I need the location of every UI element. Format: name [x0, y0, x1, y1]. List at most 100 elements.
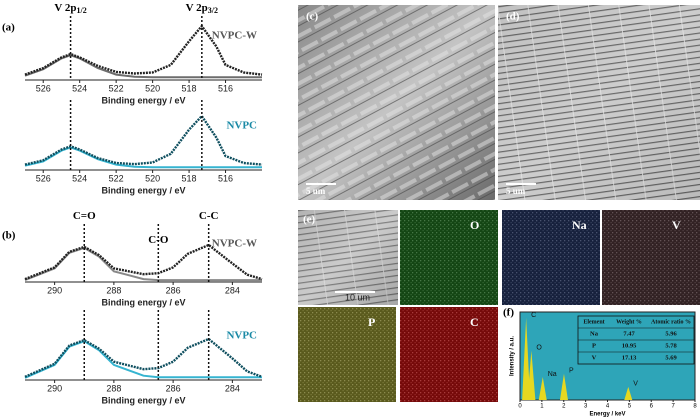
- sem-texture: [298, 210, 398, 305]
- fit-component: [24, 146, 262, 169]
- table-cell: V: [592, 354, 597, 361]
- peak-label: C-O: [148, 234, 169, 246]
- x-tick-label: 518: [182, 173, 197, 183]
- eds-peak: [559, 373, 568, 400]
- table-header: Element: [583, 319, 604, 325]
- x-tick-label: 526: [36, 83, 51, 93]
- x-tick-label: 290: [47, 285, 62, 295]
- x-tick-label: 516: [218, 83, 233, 93]
- element-label: V: [672, 218, 681, 232]
- x-tick-label: 520: [145, 83, 160, 93]
- peak-label-text: C-O: [148, 234, 169, 246]
- panel-label: (b): [2, 230, 16, 242]
- scale-label: 5 um: [506, 186, 526, 196]
- peak-label: V 2p3/2: [186, 2, 218, 15]
- x-tick-label: 6: [650, 404, 654, 410]
- peak-label-sub: 1/2: [77, 6, 87, 15]
- table-cell: 5.96: [665, 330, 677, 337]
- sample-label: NVPC: [226, 330, 257, 342]
- table-cell: 5.78: [665, 342, 677, 349]
- fit-component: [24, 340, 262, 379]
- x-axis-label: Binding energy / eV: [101, 185, 185, 195]
- x-tick-label: 288: [106, 285, 121, 295]
- x-tick-label: 520: [145, 173, 160, 183]
- x-tick-label: 4: [606, 404, 610, 410]
- element-map-noise: [400, 210, 498, 305]
- element-label: C: [470, 315, 479, 329]
- panel-label: (f): [503, 307, 514, 319]
- panel-label: (d): [506, 11, 520, 23]
- panel-label: (c): [306, 11, 319, 23]
- peak-label-text: C-C: [199, 210, 219, 222]
- x-axis-label: Binding energy / eV: [101, 297, 185, 307]
- scale-label: 5 um: [306, 186, 326, 196]
- element-map-noise: [400, 307, 498, 402]
- x-tick-label: 7: [671, 404, 675, 410]
- sample-label: NVPC: [226, 120, 257, 132]
- x-axis-label: Binding energy / eV: [101, 395, 185, 405]
- x-tick-label: 5: [628, 404, 632, 410]
- x-tick-label: 516: [218, 173, 233, 183]
- x-tick-label: 284: [225, 383, 240, 393]
- table-cell: 10.95: [622, 342, 637, 349]
- element-map-noise: [602, 210, 700, 305]
- eds-table: Element Weight % Atomic ratio % Na 7.47 5.96 P…: [577, 315, 695, 365]
- sample-label: NVPC-W: [212, 30, 257, 42]
- x-axis-label: Binding energy / eV: [101, 95, 185, 105]
- element-label: P: [368, 315, 375, 329]
- x-tick-label: 8: [693, 404, 697, 410]
- peak-label: C=O: [73, 210, 96, 222]
- peak-label: Na: [548, 371, 557, 378]
- table-header: Weight %: [616, 319, 642, 325]
- peak-label-sub: 3/2: [208, 6, 218, 15]
- eds-peak: [522, 318, 531, 400]
- table-cell: 5.69: [665, 354, 677, 361]
- element-label: O: [470, 218, 479, 232]
- sem-texture: [298, 5, 495, 200]
- x-tick-label: 3: [584, 404, 588, 410]
- x-tick-label: 2: [562, 404, 566, 410]
- peak-label: C-C: [199, 210, 219, 222]
- peak-label: V: [633, 381, 638, 388]
- y-axis-label: Intensity / a.u.: [510, 336, 516, 376]
- x-tick-label: 518: [182, 83, 197, 93]
- table-cell: P: [592, 342, 596, 349]
- element-map-noise: [502, 210, 600, 305]
- eds-peak: [527, 350, 536, 400]
- peak-label-text: V 2p: [186, 2, 208, 14]
- fit-envelope: [24, 114, 263, 166]
- fit-envelope: [24, 243, 263, 281]
- x-tick-label: 288: [106, 383, 121, 393]
- x-tick-label: 524: [72, 173, 87, 183]
- peak-label-text: V 2p: [54, 2, 76, 14]
- x-tick-label: 1: [540, 404, 544, 410]
- fit-envelope: [24, 337, 263, 378]
- x-tick-label: 290: [47, 383, 62, 393]
- table-header: Atomic ratio %: [651, 319, 691, 325]
- peak-label: P: [569, 368, 574, 375]
- x-tick-label: 286: [166, 383, 181, 393]
- peak-label: V 2p1/2: [54, 2, 86, 15]
- peak-label: O: [536, 345, 542, 352]
- element-label: Na: [572, 218, 587, 232]
- x-tick-label: 526: [36, 173, 51, 183]
- eds-plot: [519, 311, 696, 401]
- sem-texture: [498, 5, 700, 200]
- fit-envelope: [24, 24, 263, 76]
- eds-peak: [624, 386, 633, 400]
- eds-peak: [538, 377, 547, 400]
- element-map-noise: [298, 307, 396, 402]
- x-tick-label: 524: [72, 83, 87, 93]
- x-tick-label: 284: [225, 285, 240, 295]
- peak-label: C: [531, 312, 536, 319]
- x-tick-label: 522: [109, 173, 124, 183]
- table-cell: 17.13: [622, 354, 637, 361]
- x-tick-label: 0: [518, 404, 522, 410]
- peak-label-text: C=O: [73, 210, 96, 222]
- x-axis-label: Energy / keV: [589, 412, 625, 418]
- table-cell: Na: [590, 330, 599, 337]
- scale-label: 10 um: [345, 292, 370, 302]
- table-cell: 7.47: [623, 330, 635, 337]
- panel-label: (a): [2, 22, 15, 34]
